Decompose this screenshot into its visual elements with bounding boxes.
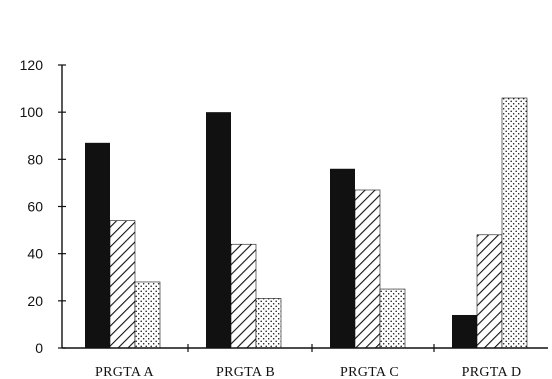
x-tick-label: PRGTA B [216,365,275,379]
bar-prgta-b-series-2 [230,243,257,349]
bar-prgta-b-series-1 [206,112,231,349]
bar-prgta-d-series-2 [476,234,503,349]
bar-prgta-d-series-1 [452,314,477,348]
x-tick-label: PRGTA C [340,365,399,379]
bar-prgta-d-series-3 [501,97,528,349]
bar-prgta-a-series-2 [109,220,136,349]
y-tick-label: 40 [27,246,43,262]
y-tick-label: 80 [27,151,43,167]
y-tick-label: 0 [35,340,43,356]
y-tick-label: 60 [27,199,43,215]
bars-layer [85,97,528,349]
y-tick-label: 20 [27,293,43,309]
bar-prgta-a-series-1 [85,142,110,348]
axis-layer [58,64,548,352]
bar-prgta-b-series-3 [255,298,282,349]
bar-prgta-c-series-2 [354,189,381,349]
bar-prgta-c-series-3 [379,288,406,349]
y-tick-label: 120 [20,57,44,73]
bar-prgta-c-series-1 [330,168,355,348]
x-tick-label: PRGTA D [462,365,522,379]
x-tick-label: PRGTA A [95,365,155,379]
labels-layer: PRGTA A PRGTA B PRGTA C PRGTA D 0 20 40 60 80 100… [20,57,522,379]
bar-prgta-a-series-3 [134,281,161,349]
y-tick-label: 100 [20,104,44,120]
